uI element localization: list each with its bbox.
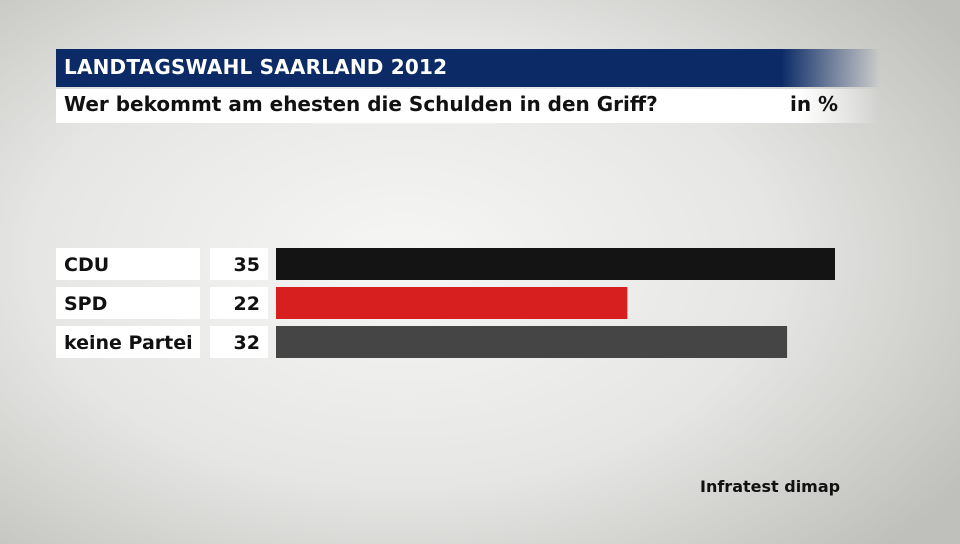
value-box-keine-partei xyxy=(210,326,268,358)
value-box-cdu xyxy=(210,248,268,280)
value-box-spd xyxy=(210,287,268,319)
data-label: 22 xyxy=(234,293,260,315)
category-box-cdu xyxy=(56,248,200,280)
title-bar xyxy=(56,49,880,87)
category-box-spd xyxy=(56,287,200,319)
chart-title: LANDTAGSWAHL SAARLAND 2012 xyxy=(64,55,448,79)
bar-cdu xyxy=(276,248,835,280)
category-label: SPD xyxy=(64,293,107,315)
source-label: Infratest dimap xyxy=(700,477,841,496)
subtitle-bar xyxy=(56,89,880,123)
bar-keine-partei xyxy=(276,326,788,358)
bar-spd xyxy=(276,287,628,319)
data-label: 35 xyxy=(234,254,260,276)
data-label: 32 xyxy=(234,332,260,354)
chart-subtitle: Wer bekommt am ehesten die Schulden in d… xyxy=(64,92,658,116)
category-box-keine-partei xyxy=(56,326,200,358)
category-label: keine Partei xyxy=(64,332,193,354)
unit-label: in % xyxy=(790,92,839,116)
category-label: CDU xyxy=(64,254,109,276)
